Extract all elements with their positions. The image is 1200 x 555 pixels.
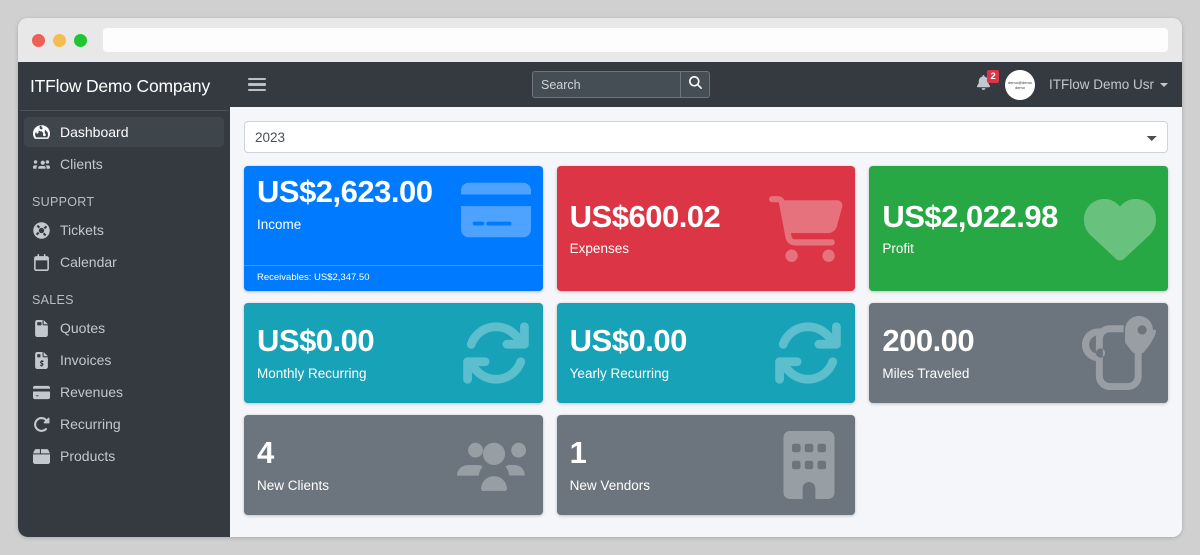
stat-value: 4 bbox=[257, 435, 274, 471]
sidebar-section-header-support: SUPPORT bbox=[32, 195, 95, 209]
stat-label: New Clients bbox=[257, 477, 330, 493]
topbar: 2 demo@demo demo ITFlow Demo Usr bbox=[230, 62, 1182, 107]
sidebar-item-label: Products bbox=[60, 448, 116, 464]
stat-card-body: US$600.02 Expenses bbox=[557, 191, 856, 267]
user-menu-label: ITFlow Demo Usr bbox=[1049, 77, 1155, 92]
stat-card-yearly-recurring[interactable]: US$0.00 Yearly Recurring bbox=[556, 303, 856, 403]
stat-value: US$600.02 bbox=[569, 198, 721, 234]
sidebar-item-recurring[interactable]: Recurring bbox=[24, 409, 224, 439]
calendar-icon bbox=[32, 253, 50, 271]
notification-badge: 2 bbox=[987, 69, 1000, 83]
sidebar-nav: Dashboard Clients SUPPORT Tickets bbox=[18, 111, 230, 471]
stat-card-expenses[interactable]: US$600.02 Expenses bbox=[556, 166, 856, 291]
stat-label: Expenses bbox=[569, 241, 629, 257]
stat-card-body: 1 New Vendors bbox=[557, 427, 856, 503]
stat-card-body: US$2,022.98 Profit bbox=[869, 191, 1168, 267]
maximize-window-button[interactable] bbox=[74, 33, 87, 47]
chevron-down-icon bbox=[1160, 82, 1169, 87]
stat-value: US$0.00 bbox=[569, 323, 688, 359]
file-invoice-icon bbox=[32, 319, 50, 337]
sidebar-item-label: Dashboard bbox=[60, 124, 129, 140]
sync-icon bbox=[32, 415, 50, 433]
bell-icon bbox=[976, 74, 991, 95]
close-window-button[interactable] bbox=[32, 33, 45, 47]
sidebar-item-label: Clients bbox=[60, 156, 103, 172]
sidebar-brand[interactable]: ITFlow Demo Company bbox=[20, 62, 228, 111]
stat-card-row-2: US$0.00 Monthly Recurring US$0.00 Yearly… bbox=[244, 303, 1169, 403]
stat-card-miles-traveled[interactable]: 200.00 Miles Traveled bbox=[869, 303, 1169, 403]
sidebar-item-products[interactable]: Products bbox=[24, 441, 224, 471]
sidebar-item-label: Quotes bbox=[60, 320, 106, 336]
minimize-window-button[interactable] bbox=[53, 33, 66, 47]
stat-card-new-vendors[interactable]: 1 New Vendors bbox=[556, 415, 856, 515]
sidebar-item-revenues[interactable]: Revenues bbox=[24, 377, 224, 407]
stat-card-monthly-recurring[interactable]: US$0.00 Monthly Recurring bbox=[244, 303, 543, 403]
url-bar[interactable] bbox=[103, 28, 1168, 52]
stat-card-body: 200.00 Miles Traveled bbox=[869, 315, 1168, 391]
stat-label: New Vendors bbox=[569, 477, 650, 493]
stat-card-income[interactable]: US$2,623.00 Income Receivables: US$2,347… bbox=[244, 166, 543, 291]
stat-card-new-clients[interactable]: 4 New Clients bbox=[244, 415, 543, 515]
traffic-lights bbox=[32, 33, 87, 47]
sidebar-item-clients[interactable]: Clients bbox=[24, 149, 224, 179]
user-menu[interactable]: ITFlow Demo Usr bbox=[1049, 77, 1169, 92]
main-content: 2023 US$2,623.00 Income Receivables: US$… bbox=[230, 107, 1182, 537]
sidebar-section-header-sales: SALES bbox=[32, 293, 74, 307]
topbar-right: 2 demo@demo demo ITFlow Demo Usr bbox=[976, 69, 1169, 100]
clients-icon bbox=[32, 155, 50, 173]
stat-label: Yearly Recurring bbox=[569, 365, 669, 381]
sidebar-item-label: Invoices bbox=[60, 352, 112, 368]
hamburger-icon[interactable] bbox=[248, 77, 266, 92]
sidebar-item-dashboard[interactable]: Dashboard bbox=[24, 117, 224, 147]
avatar-line-1: demo@demo bbox=[1007, 79, 1033, 85]
search-group bbox=[532, 71, 710, 98]
year-filter-select[interactable]: 2023 bbox=[244, 121, 1168, 153]
stat-label: Income bbox=[257, 216, 302, 232]
box-icon bbox=[32, 447, 50, 465]
dashboard-icon bbox=[32, 123, 50, 141]
stat-footer: Receivables: US$2,347.50 bbox=[244, 265, 543, 291]
search-input[interactable] bbox=[532, 71, 680, 98]
sidebar-item-calendar[interactable]: Calendar bbox=[24, 247, 224, 277]
stat-card-profit[interactable]: US$2,022.98 Profit bbox=[869, 166, 1169, 291]
sidebar: ITFlow Demo Company Dashboard Clients SU… bbox=[18, 62, 230, 537]
stat-value: US$0.00 bbox=[257, 323, 375, 359]
sidebar-item-invoices[interactable]: Invoices bbox=[24, 345, 224, 375]
life-ring-icon bbox=[32, 221, 50, 239]
sidebar-item-label: Calendar bbox=[60, 254, 117, 270]
browser-chrome bbox=[18, 18, 1182, 62]
app-shell: ITFlow Demo Company Dashboard Clients SU… bbox=[18, 62, 1182, 537]
stat-label: Monthly Recurring bbox=[257, 365, 367, 381]
avatar-line-2: demo bbox=[1014, 84, 1025, 90]
sidebar-item-label: Recurring bbox=[60, 416, 121, 432]
stat-card-body: US$0.00 Monthly Recurring bbox=[244, 315, 543, 391]
content-column: 2 demo@demo demo ITFlow Demo Usr 2023 bbox=[230, 62, 1182, 537]
stat-card-row-3: 4 New Clients 1 New Vendors bbox=[244, 415, 1168, 515]
sidebar-item-label: Tickets bbox=[60, 222, 104, 238]
browser-window: ITFlow Demo Company Dashboard Clients SU… bbox=[18, 18, 1182, 537]
stat-value: 200.00 bbox=[882, 323, 975, 359]
avatar[interactable]: demo@demo demo bbox=[1005, 69, 1035, 100]
search-icon bbox=[688, 75, 702, 94]
notifications-button[interactable]: 2 bbox=[976, 69, 1000, 95]
search-button[interactable] bbox=[680, 71, 710, 98]
stat-value: US$2,022.98 bbox=[882, 198, 1058, 234]
stat-card-body: 4 New Clients bbox=[244, 427, 543, 503]
credit-card-icon bbox=[32, 383, 50, 401]
sidebar-item-quotes[interactable]: Quotes bbox=[24, 313, 224, 343]
stat-value: 1 bbox=[569, 435, 587, 471]
stat-label: Profit bbox=[882, 241, 914, 257]
sidebar-item-label: Revenues bbox=[60, 384, 124, 400]
sidebar-item-tickets[interactable]: Tickets bbox=[24, 215, 224, 245]
stat-value: US$2,623.00 bbox=[257, 174, 433, 209]
stat-card-body: US$0.00 Yearly Recurring bbox=[557, 315, 856, 391]
stat-card-body: US$2,623.00 Income bbox=[244, 166, 543, 242]
file-invoice-dollar-icon bbox=[32, 351, 50, 369]
stat-label: Miles Traveled bbox=[882, 365, 970, 381]
stat-card-row-3-spacer bbox=[869, 415, 1168, 515]
stat-card-row-1: US$2,623.00 Income Receivables: US$2,347… bbox=[244, 166, 1169, 291]
